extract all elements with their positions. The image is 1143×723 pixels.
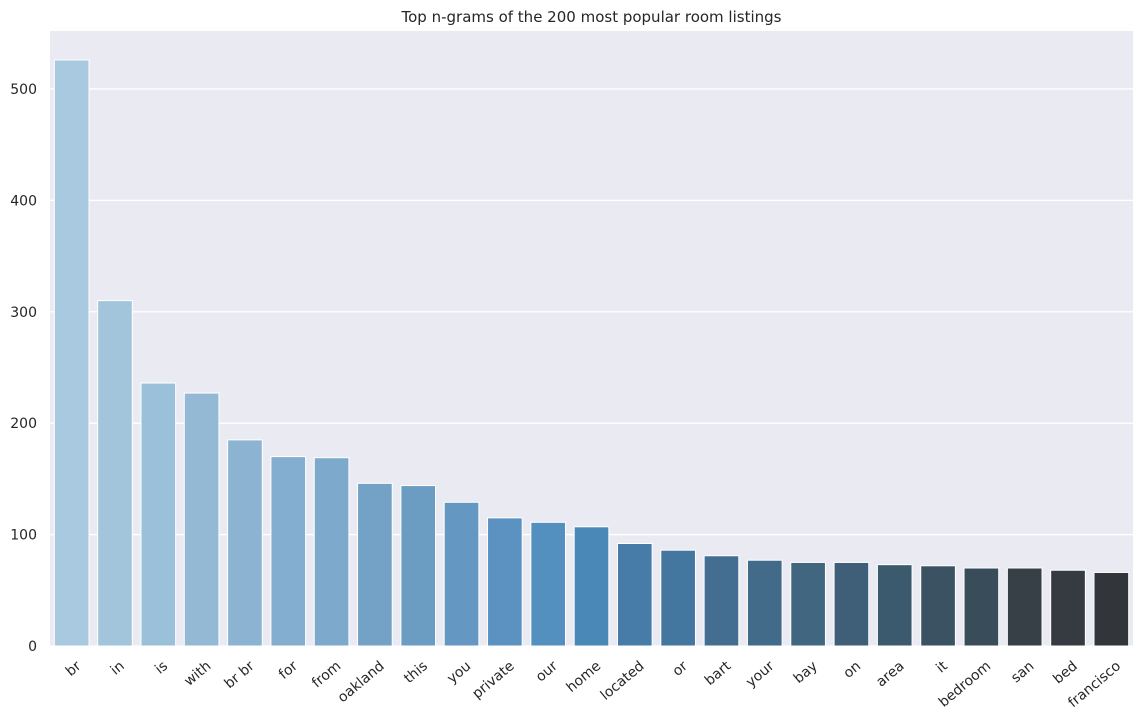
bar-is [140,382,177,647]
x-tick-label: for [276,658,301,683]
x-tick-label: san [1008,658,1037,686]
x-tick-label: br [63,658,85,680]
x-tick-label: oakland [335,658,388,706]
bar-located [616,543,653,647]
bar-bay [790,561,826,647]
y-tick-label: 100 [10,528,37,544]
x-tick-label: bed [1050,658,1081,687]
x-tick-label: your [743,658,778,691]
y-tick-label: 200 [10,416,37,432]
bar-private [487,517,523,647]
bars [53,59,1130,647]
y-tick-label: 0 [28,639,37,655]
y-tick-label: 300 [10,305,37,321]
bar-home [573,526,610,647]
bar-your [746,559,783,647]
bar-you [443,501,480,647]
x-tick-label: br br [222,658,258,692]
y-tick-label: 400 [10,193,37,209]
x-tick-label: bay [791,658,821,687]
x-tick-label: from [309,658,344,691]
bar-it [920,565,956,647]
bar-on [833,561,870,647]
bar-from [313,457,350,647]
bar-for [270,456,307,647]
bar-or [660,549,696,647]
y-axis-ticks: 0 100 200 300 400 500 [10,82,37,655]
x-tick-label: located [598,658,648,704]
x-tick-label: in [108,658,128,678]
x-tick-label: you [444,658,474,687]
bar-oakland [357,482,393,647]
x-tick-label: with [181,658,214,689]
x-tick-label: on [841,658,865,681]
bar-francisco [1093,571,1130,647]
x-tick-label: it [933,658,951,677]
bar-bed [1050,569,1086,647]
chart-title: Top n-grams of the 200 most popular room… [401,8,782,26]
bar-san [1006,567,1043,647]
x-tick-label: private [469,658,517,702]
x-tick-label: this [401,658,431,687]
x-tick-label: or [670,658,691,680]
bar-bart [703,555,740,647]
x-tick-label: area [873,658,907,690]
bar-br-br [227,439,263,647]
bar-area [876,564,913,647]
bar-bedroom [963,567,1000,647]
y-tick-label: 500 [10,82,37,98]
bar-this [400,485,437,647]
x-tick-label: is [152,658,171,677]
bar-br [53,59,90,647]
bar-with [183,392,220,647]
bar-in [97,300,133,647]
x-tick-label: bart [702,658,735,689]
bar-our [530,521,567,647]
x-tick-label: our [533,658,561,685]
